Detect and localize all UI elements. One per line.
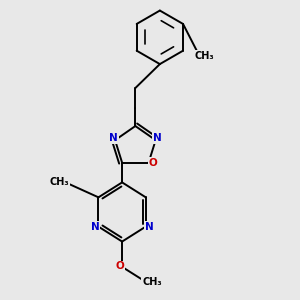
Text: N: N — [91, 222, 99, 232]
Text: N: N — [109, 133, 118, 143]
Text: N: N — [153, 133, 161, 143]
Text: O: O — [148, 158, 157, 168]
Text: CH₃: CH₃ — [142, 277, 162, 287]
Text: CH₃: CH₃ — [195, 51, 214, 61]
Text: N: N — [145, 222, 154, 232]
Text: CH₃: CH₃ — [50, 177, 69, 188]
Text: O: O — [116, 261, 124, 271]
